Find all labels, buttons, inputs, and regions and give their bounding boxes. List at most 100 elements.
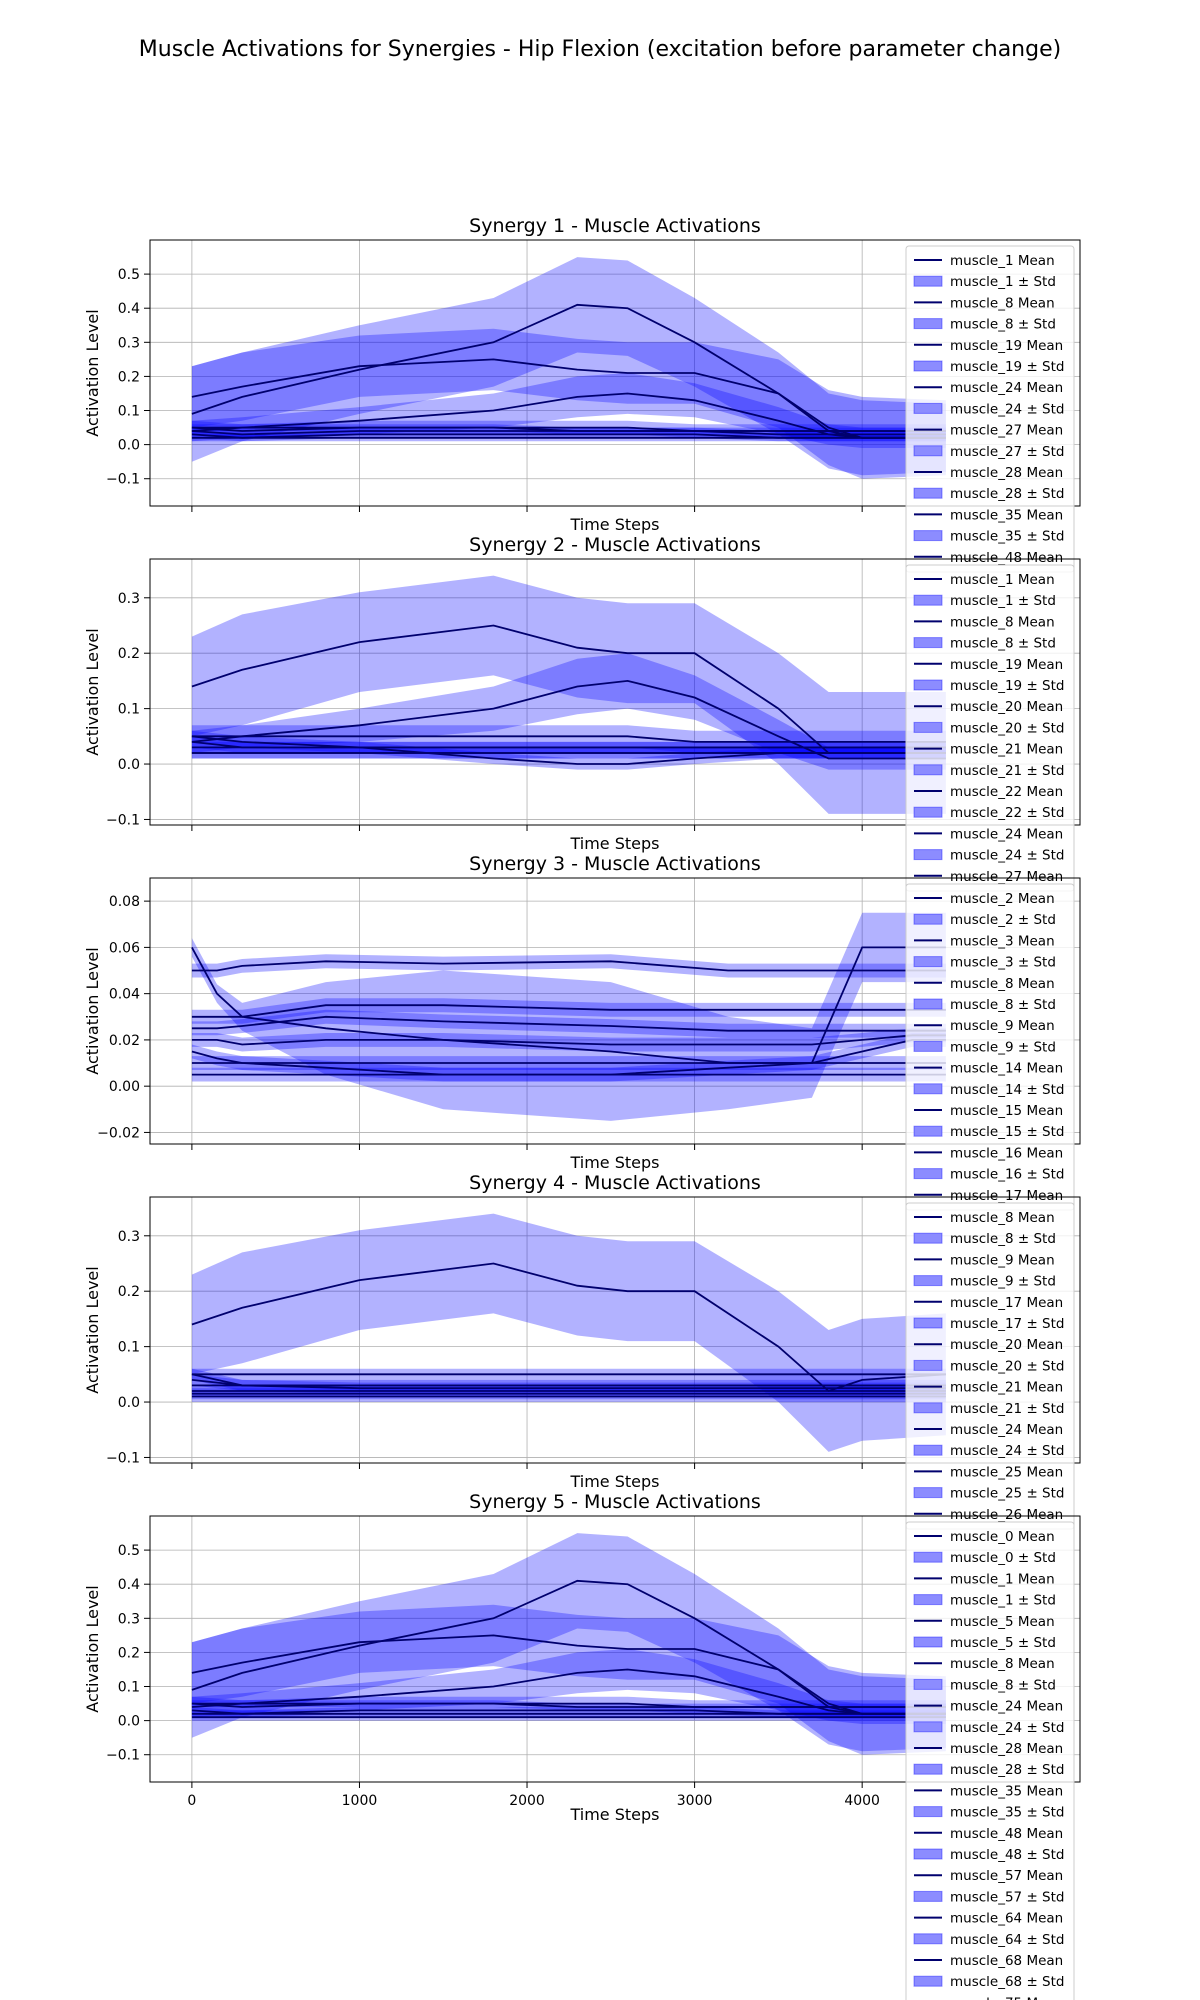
legend-entry: muscle_24 Mean: [950, 1422, 1063, 1438]
legend-swatch-band: [913, 1806, 943, 1818]
mean-line-muscle_2: [191, 946, 946, 1064]
legend-swatch-band: [913, 275, 943, 287]
legend-swatch-band: [913, 1848, 943, 1860]
legend-entry: muscle_27 ± Std: [950, 444, 1064, 460]
x-tick-label: 4000: [844, 1793, 880, 1809]
legend-entry: muscle_24 ± Std: [950, 1720, 1064, 1736]
plot-data: [191, 257, 946, 479]
legend-swatch-band: [913, 1125, 943, 1137]
legend-entry: muscle_57 Mean: [950, 1868, 1063, 1884]
mean-line-muscle_24: [191, 1373, 946, 1390]
legend-entry: muscle_24 Mean: [950, 380, 1063, 396]
y-tick-label: 0.3: [118, 1611, 140, 1627]
std-band-muscle_17: [191, 1033, 946, 1082]
mean-line-muscle_22: [191, 741, 946, 749]
y-tick-label: 0.0: [118, 1714, 140, 1730]
x-axis-label: Time Steps: [569, 515, 659, 534]
legend-entry: muscle_15 Mean: [950, 1103, 1063, 1119]
legend-entry: muscle_21 Mean: [950, 742, 1063, 758]
legend-entry: muscle_48 Mean: [950, 550, 1063, 566]
mean-line-muscle_8: [191, 1004, 946, 1018]
mean-line-muscle_3: [191, 960, 946, 972]
mean-line-muscle_19: [191, 392, 946, 439]
mean-line-muscle_26: [191, 1379, 946, 1387]
legend-entry: muscle_21 Mean: [950, 1380, 1063, 1396]
legend-swatch-band: [913, 1168, 943, 1180]
legend-swatch-band: [913, 594, 943, 606]
y-axis-label: Activation Level: [83, 309, 102, 436]
mean-line-muscle_14: [191, 1034, 946, 1046]
mean-line-muscle_5: [191, 1668, 946, 1715]
y-tick-label: 0.1: [118, 404, 140, 420]
y-tick-label: 0.1: [118, 702, 140, 718]
legend-box: [905, 1521, 1075, 2000]
legend-entry: muscle_35 ± Std: [950, 529, 1064, 545]
legend-swatch-band: [913, 1636, 943, 1648]
y-tick-label: 0.0: [118, 1395, 140, 1411]
legend-swatch-band: [913, 721, 943, 733]
legend-entry: muscle_48 ± Std: [950, 1847, 1064, 1863]
mean-line-muscle_17: [191, 1039, 946, 1076]
legend-entry: muscle_20 ± Std: [950, 720, 1064, 736]
legend-entry: muscle_8 Mean: [950, 976, 1055, 992]
legend-entry: muscle_35 ± Std: [950, 1805, 1064, 1821]
axes-frame: [149, 558, 1081, 826]
y-tick-label: 0.2: [118, 646, 140, 662]
chart-title: Synergy 3 - Muscle Activations: [469, 853, 761, 875]
x-axis-label: Time Steps: [569, 1472, 659, 1491]
legend-entry: muscle_22 Mean: [950, 784, 1063, 800]
std-band-muscle_8: [191, 1213, 946, 1452]
legend-entry: muscle_26 Mean: [950, 1507, 1063, 1523]
y-tick-label: 0.04: [109, 987, 140, 1003]
y-tick-label: −0.1: [106, 812, 140, 828]
legend-entry: muscle_19 ± Std: [950, 678, 1064, 694]
legend-swatch-band: [913, 1975, 943, 1987]
x-tick-label: 1000: [342, 1793, 378, 1809]
legend-entry: muscle_35 Mean: [950, 507, 1063, 523]
y-tick-label: 0.3: [118, 335, 140, 351]
legend-entry: muscle_28 ± Std: [950, 1762, 1064, 1778]
mean-line-muscle_8: [191, 679, 946, 760]
legend-entry: muscle_15 ± Std: [950, 1124, 1064, 1140]
chart-panel-3: −0.02 0.00 0.02 0.04 0.06 0.08 Synergy 3 - Mus…: [83, 853, 1081, 1172]
legend-entry: muscle_8 Mean: [950, 1210, 1055, 1226]
legend-entry: muscle_5 ± Std: [950, 1635, 1056, 1651]
legend-swatch-band: [913, 1933, 943, 1945]
mean-line-muscle_35: [191, 1702, 946, 1708]
legend-swatch-band: [913, 1444, 943, 1456]
chart-title: Synergy 2 - Muscle Activations: [469, 534, 761, 556]
std-band-muscle_1: [191, 575, 946, 814]
legend-entry: muscle_3 Mean: [950, 933, 1055, 949]
legend-swatch-band: [913, 1763, 943, 1775]
legend-entry: muscle_8 ± Std: [950, 1231, 1056, 1247]
y-tick-label: −0.02: [97, 1125, 140, 1141]
figure-title: Muscle Activations for Synergies - Hip F…: [139, 37, 1061, 62]
legend-entry: muscle_20 Mean: [950, 699, 1063, 715]
y-axis-label: Activation Level: [83, 947, 102, 1074]
legend-entry: muscle_8 ± Std: [950, 997, 1056, 1013]
legend-entry: muscle_68 Mean: [950, 1953, 1063, 1969]
legend-swatch-band: [913, 1275, 943, 1287]
legend-entry: muscle_3 ± Std: [950, 955, 1056, 971]
legend-entry: muscle_24 Mean: [950, 826, 1063, 842]
std-band-muscle_5: [191, 1649, 946, 1724]
legend-swatch-band: [913, 1040, 943, 1052]
legend-entry: muscle_28 ± Std: [950, 486, 1064, 502]
chart-title: Synergy 5 - Muscle Activations: [469, 1491, 761, 1513]
mean-line-muscle_19: [191, 735, 946, 743]
y-tick-label: 0.0: [118, 438, 140, 454]
legend-swatch-band: [913, 637, 943, 649]
legend-entry: muscle_16 Mean: [950, 1145, 1063, 1161]
legend-swatch-band: [913, 1551, 943, 1563]
legend-entry: muscle_22 ± Std: [950, 805, 1064, 821]
legend-entry: muscle_24 ± Std: [950, 848, 1064, 864]
legend-entry: muscle_28 Mean: [950, 1741, 1063, 1757]
legend-entry: muscle_64 Mean: [950, 1911, 1063, 1927]
legend-swatch-band: [913, 1678, 943, 1690]
y-tick-label: −0.1: [106, 1450, 140, 1466]
legend-entry: muscle_9 Mean: [950, 1252, 1055, 1268]
legend-swatch-band: [913, 1232, 943, 1244]
legend-entry: muscle_8 Mean: [950, 1656, 1055, 1672]
y-tick-label: 0.3: [118, 591, 140, 607]
plot-data: [191, 1533, 946, 1755]
